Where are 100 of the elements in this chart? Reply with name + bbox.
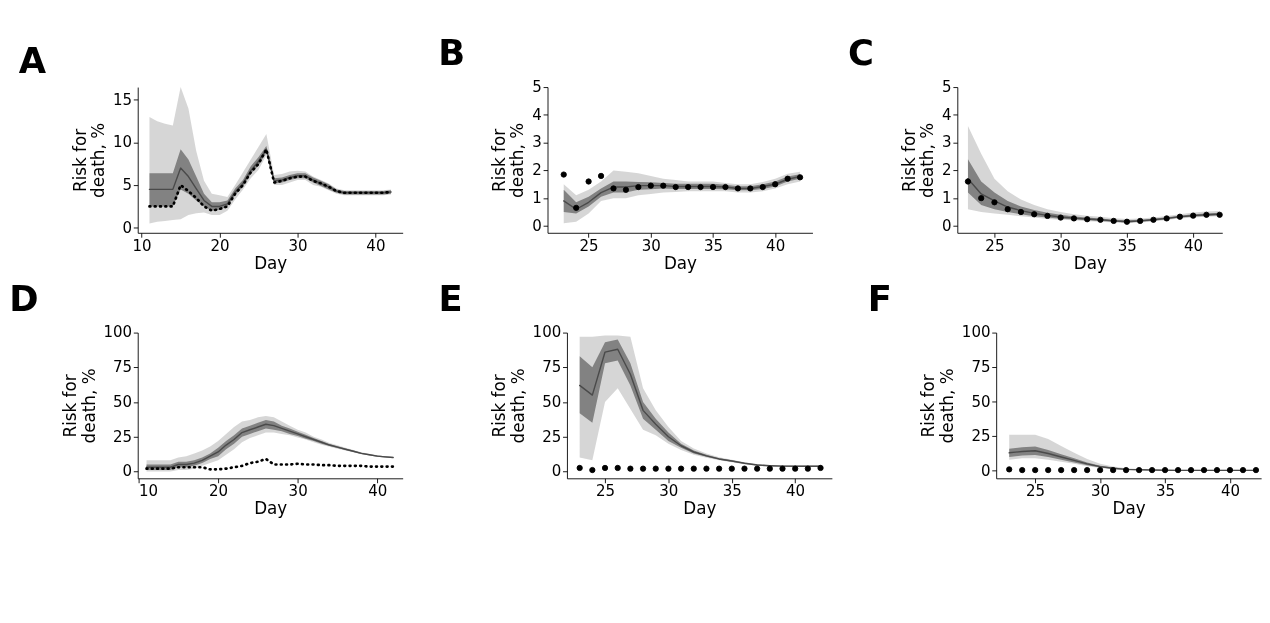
chart-title: D xyxy=(9,277,39,319)
x-tick-label: 40 xyxy=(1184,236,1204,255)
y-tick-label: 25 xyxy=(112,427,133,446)
point xyxy=(697,183,704,191)
y-tick-label: 10 xyxy=(112,133,133,152)
x-axis-title: Day xyxy=(1112,498,1146,519)
point xyxy=(747,185,754,192)
point xyxy=(1110,217,1117,224)
y-tick-label: 2 xyxy=(942,161,952,180)
y-tick-label: 25 xyxy=(971,427,991,446)
x-tick-label: 30 xyxy=(659,482,679,501)
x-tick-label: 30 xyxy=(641,236,661,255)
x-tick-label: 35 xyxy=(1155,482,1176,501)
y-tick-label: 50 xyxy=(971,392,991,411)
line-series xyxy=(145,457,395,471)
y-tick-label: 4 xyxy=(942,105,952,124)
point xyxy=(772,181,779,188)
x-axis-title: Day xyxy=(254,498,288,519)
x-tick-label: 25 xyxy=(595,482,616,501)
y-tick-label: 2 xyxy=(532,161,542,180)
x-tick-label: 30 xyxy=(1051,236,1071,255)
point xyxy=(1203,211,1210,218)
y-tick-label: 5 xyxy=(942,77,952,96)
x-tick-label: 25 xyxy=(1026,482,1046,501)
y-tick-label: 100 xyxy=(961,323,991,342)
point xyxy=(597,172,605,180)
y-tick-label: 75 xyxy=(542,358,562,377)
y-tick-label: 15 xyxy=(112,90,133,109)
point xyxy=(1150,216,1157,223)
y-tick-label: 0 xyxy=(532,216,542,235)
point xyxy=(1163,215,1170,222)
point xyxy=(1097,216,1104,223)
x-tick-label: 40 xyxy=(1220,482,1240,501)
y-axis-title: Risk for death, % xyxy=(918,368,957,444)
x-tick-label: 35 xyxy=(1117,236,1137,255)
point xyxy=(1216,211,1223,218)
x-tick-label: 25 xyxy=(579,236,599,255)
point xyxy=(647,182,654,189)
y-tick-label: 100 xyxy=(532,323,562,342)
point xyxy=(660,182,667,189)
chart-title: A xyxy=(18,39,47,81)
y-tick-label: 50 xyxy=(112,392,133,411)
point xyxy=(610,185,617,192)
y-tick-label: 0 xyxy=(980,461,991,480)
x-tick-label: 20 xyxy=(210,236,230,255)
point xyxy=(796,174,804,181)
y-tick-label: 1 xyxy=(942,189,952,207)
y-tick-label: 100 xyxy=(103,323,133,342)
y-axis-title: Risk for death, % xyxy=(60,368,99,444)
y-tick-label: 1 xyxy=(532,189,542,207)
y-axis-title: Risk for death, % xyxy=(489,368,528,444)
y-tick-label: 5 xyxy=(532,77,542,96)
point xyxy=(1176,213,1184,220)
y-tick-label: 0 xyxy=(942,216,952,235)
point xyxy=(1137,217,1144,224)
chart-title: C xyxy=(848,32,874,74)
x-tick-label: 40 xyxy=(366,236,386,255)
point xyxy=(635,183,642,191)
point xyxy=(709,183,717,191)
chart-title: E xyxy=(438,277,463,319)
x-tick-label: 40 xyxy=(766,236,786,255)
y-tick-label: 75 xyxy=(112,358,133,377)
x-axis-title: Day xyxy=(254,252,288,273)
x-tick-label: 30 xyxy=(1091,482,1111,501)
y-tick-label: 4 xyxy=(532,105,542,124)
x-axis-title: Day xyxy=(663,252,698,273)
point xyxy=(622,186,630,193)
chart-title: F xyxy=(867,277,892,319)
point xyxy=(784,175,791,182)
point xyxy=(759,183,766,191)
x-tick-label: 30 xyxy=(288,236,308,255)
point xyxy=(672,183,679,191)
x-tick-label: 40 xyxy=(786,482,806,501)
y-tick-label: 75 xyxy=(971,358,991,377)
point xyxy=(560,171,567,178)
y-tick-label: 0 xyxy=(551,462,562,481)
point xyxy=(734,185,741,192)
y-tick-label: 3 xyxy=(942,133,952,152)
y-axis-title: Risk for death, % xyxy=(898,122,938,198)
point xyxy=(1031,211,1038,218)
x-tick-label: 35 xyxy=(722,482,742,501)
y-axis-title: Risk for death, % xyxy=(488,122,528,198)
point xyxy=(991,199,998,206)
point xyxy=(1084,216,1091,223)
y-tick-label: 50 xyxy=(542,392,562,411)
x-tick-label: 20 xyxy=(209,482,229,501)
point xyxy=(1044,212,1051,219)
y-axis-title: Risk for death, % xyxy=(69,122,109,198)
y-tick-label: 3 xyxy=(532,133,542,152)
point xyxy=(1057,214,1064,221)
y-tick-label: 0 xyxy=(122,462,133,481)
chart-title: B xyxy=(438,32,466,74)
y-tick-label: 25 xyxy=(542,427,562,446)
x-axis-title: Day xyxy=(683,498,717,519)
x-axis-title: Day xyxy=(1073,252,1107,273)
point xyxy=(573,204,580,211)
point xyxy=(1004,206,1011,213)
point xyxy=(1070,215,1078,222)
x-tick-label: 35 xyxy=(703,236,723,255)
y-tick-label: 0 xyxy=(122,218,133,237)
